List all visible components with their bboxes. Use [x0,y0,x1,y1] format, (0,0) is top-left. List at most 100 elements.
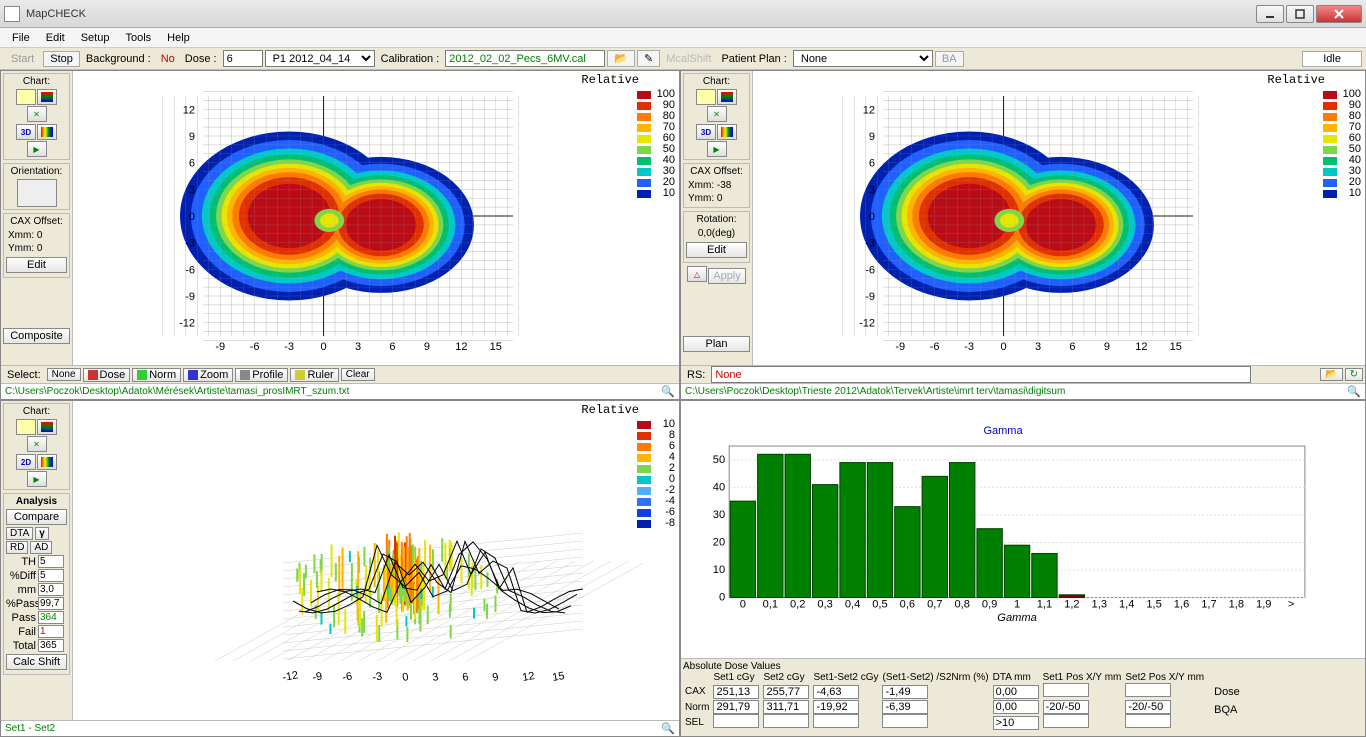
composite-button[interactable]: Composite [3,328,70,344]
chart-icon-tr2[interactable] [717,89,737,105]
mm-input[interactable] [38,583,64,596]
compare-button[interactable]: Compare [6,509,67,525]
mode-3d-button[interactable]: 3D [16,124,36,140]
rotation-label: Rotation: [686,214,747,225]
svg-text:0,8: 0,8 [955,599,970,611]
svg-text:3: 3 [431,671,439,684]
btn-profile[interactable]: Profile [235,368,288,382]
dose-label: Dose : [181,53,221,65]
fail-input[interactable] [38,625,64,638]
stop-button[interactable]: Stop [43,51,80,67]
rs-input[interactable] [711,366,1251,383]
total-input[interactable] [38,639,64,652]
chart-icon-bl3[interactable]: ✕ [27,436,47,452]
play-tr[interactable]: ▶ [707,141,727,157]
magnify-icon-tl[interactable]: 🔍 [661,385,675,399]
chart-icon-1[interactable] [16,89,36,105]
close-button[interactable] [1316,5,1362,23]
warn-icon[interactable]: △ [687,266,707,282]
pathbar-tl: C:\Users\Poczok\Desktop\Adatok\Mérések\A… [1,383,679,399]
surface-3d[interactable]: -12-9-6-303691215 [183,431,643,721]
select-none-button[interactable]: None [47,368,81,381]
svg-text:-6: -6 [930,341,940,353]
statusbar-bl: Set1 - Set2 🔍 [1,720,679,736]
relative-label-bl: Relative [581,403,639,417]
calibration-edit-button[interactable]: ✎ [637,50,660,67]
svg-text:-6: -6 [185,264,195,276]
btn-dose[interactable]: Dose [83,368,131,382]
play-bl[interactable]: ▶ [27,471,47,487]
maximize-button[interactable] [1286,5,1314,23]
diff-input[interactable] [38,569,64,582]
pass-pct-input[interactable] [38,597,64,610]
svg-text:-9: -9 [311,670,323,684]
th-input[interactable] [38,555,64,568]
menu-file[interactable]: File [4,30,38,46]
edit-button-tl[interactable]: Edit [6,257,67,273]
gamma-histogram[interactable]: 0102030405000,10,20,30,40,50,60,70,80,91… [709,441,1315,623]
xmm-tl: Xmm: 0 [6,229,67,242]
ymm-tl: Ymm: 0 [6,242,67,255]
relative-label-tl: Relative [581,73,639,87]
legend-tr: 100908070605040302010 [1323,89,1361,199]
patient-select[interactable]: P1 2012_04_14 [265,50,375,67]
palette-button[interactable] [37,124,57,140]
calibration-browse-button[interactable]: 📂 [607,50,635,67]
magnify-icon-bl[interactable]: 🔍 [661,722,675,736]
chart-icon-bl1[interactable] [16,419,36,435]
rs-refresh-button[interactable]: ↻ [1345,368,1363,381]
btn-zoom[interactable]: Zoom [183,368,233,382]
chart-icon-tr1[interactable] [696,89,716,105]
svg-text:1,9: 1,9 [1256,599,1271,611]
plan-select[interactable]: None [793,50,933,67]
mode-3d-tr[interactable]: 3D [696,124,716,140]
chart-label-bl: Chart: [6,406,67,417]
svg-text:1,1: 1,1 [1037,599,1052,611]
magnify-icon-tr[interactable]: 🔍 [1347,385,1361,399]
chart-icon-tr3[interactable]: ✕ [707,106,727,122]
menu-edit[interactable]: Edit [38,30,73,46]
ad-button[interactable]: AD [30,541,52,554]
background-label: Background : [82,53,155,65]
svg-text:-6: -6 [250,341,260,353]
panel-measured: Chart: ✕ 3D ▶ Orientation: CAX Offset: X… [0,70,680,400]
apply-button[interactable]: Apply [708,268,746,284]
mode-2d-bl[interactable]: 2D [16,454,36,470]
svg-text:15: 15 [1170,341,1182,353]
chart-icon-2[interactable] [37,89,57,105]
svg-text:9: 9 [1104,341,1110,353]
plan-button[interactable]: Plan [683,336,750,352]
svg-text:-9: -9 [215,341,225,353]
menu-tools[interactable]: Tools [117,30,159,46]
menu-help[interactable]: Help [159,30,198,46]
chart-icon-3[interactable]: ✕ [27,106,47,122]
palette-bl[interactable] [37,454,57,470]
calcshift-button[interactable]: Calc Shift [6,654,67,670]
calibration-input[interactable] [445,50,605,67]
edit-button-tr[interactable]: Edit [686,242,747,258]
minimize-button[interactable] [1256,5,1284,23]
play-button[interactable]: ▶ [27,141,47,157]
ba-button[interactable]: BA [935,51,964,67]
palette-tr[interactable] [717,124,737,140]
svg-text:-9: -9 [865,291,875,303]
plan-label: Patient Plan : [717,53,790,65]
menu-setup[interactable]: Setup [73,30,118,46]
gamma-button[interactable]: γ [35,527,49,540]
start-button[interactable]: Start [4,51,41,67]
rd-button[interactable]: RD [6,541,28,554]
svg-text:3: 3 [869,184,875,196]
heatmap-measured[interactable]: -9-6-303691215-12-9-6-3036912 [153,86,573,366]
btn-norm[interactable]: Norm [132,368,181,382]
dose-header: Absolute Dose Values [683,661,1363,672]
rs-browse-button[interactable]: 📂 [1320,368,1342,381]
dose-input[interactable] [223,50,263,67]
svg-text:6: 6 [189,158,195,170]
btn-clear[interactable]: Clear [341,368,375,381]
orientation-widget[interactable] [17,179,57,207]
btn-ruler[interactable]: Ruler [290,368,338,382]
chart-icon-bl2[interactable] [37,419,57,435]
pass-input[interactable] [38,611,64,624]
heatmap-plan[interactable]: -9-6-303691215-12-9-6-3036912 [833,86,1253,366]
dta-button[interactable]: DTA [6,527,33,540]
